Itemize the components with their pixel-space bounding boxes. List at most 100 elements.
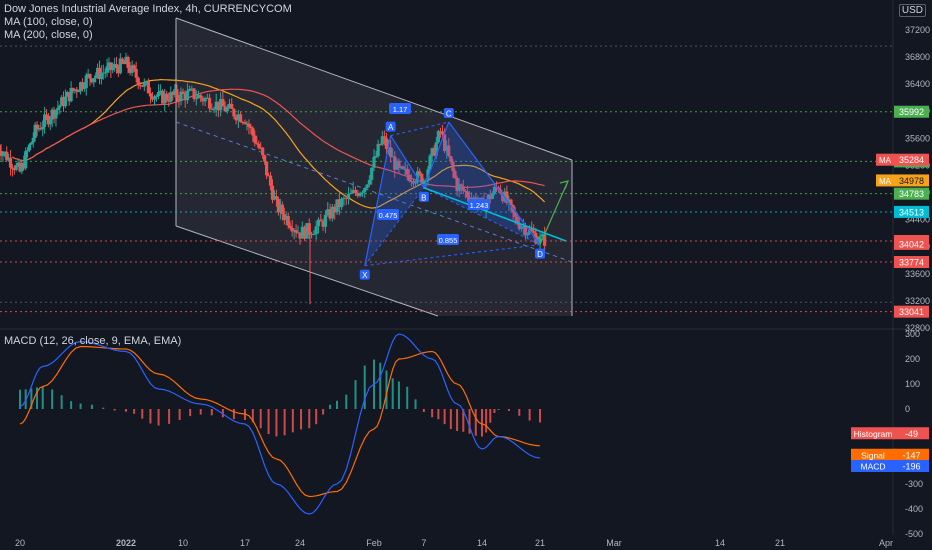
- candle-body: [333, 206, 337, 213]
- candle-body: [290, 227, 294, 232]
- candle-body: [94, 75, 98, 79]
- macd-histogram-bar: [493, 409, 496, 414]
- pattern-point-marker: [535, 248, 545, 259]
- candle-body: [179, 91, 183, 102]
- macd-histogram-bar: [168, 409, 171, 424]
- pattern-ratio-box: [389, 103, 411, 114]
- time-tick-label: 10: [178, 538, 188, 548]
- candle-body: [146, 81, 150, 94]
- candle-body: [405, 168, 409, 175]
- candle-body: [219, 98, 223, 111]
- candle-body: [107, 62, 111, 67]
- macd-histogram-bar: [422, 409, 425, 413]
- candle-body: [292, 230, 296, 232]
- candle-body: [73, 89, 77, 91]
- time-tick-label: 24: [295, 538, 305, 548]
- macd-histogram-bar: [354, 380, 357, 409]
- candle-body: [214, 101, 218, 110]
- macd-histogram-bar: [406, 386, 409, 409]
- time-tick-label: Feb: [366, 538, 382, 548]
- macd-legend: MACD (12, 26, close, 9, EMA, EMA): [4, 335, 182, 347]
- candle-body: [227, 103, 232, 108]
- candle-body: [259, 147, 263, 149]
- macd-name-tag-bg: [851, 448, 895, 461]
- candle-body: [52, 109, 56, 119]
- candle-body: [192, 88, 196, 99]
- pattern-point-label: C: [446, 110, 452, 119]
- macd-tick-label: -500: [905, 529, 923, 539]
- candle-body: [459, 184, 463, 187]
- candle-body: [58, 105, 62, 108]
- candle-body: [457, 184, 461, 192]
- macd-value-badge-bg: [894, 427, 929, 440]
- candle-body: [169, 92, 173, 102]
- macd-histogram-bar: [102, 407, 105, 409]
- candle-body: [247, 123, 251, 128]
- macd-histogram-bar: [489, 409, 492, 423]
- candle-body: [109, 62, 113, 71]
- candle-body: [243, 122, 247, 124]
- macd-histogram-bar: [221, 409, 224, 418]
- ma-value-badge-bg: [894, 174, 929, 187]
- candle-body: [335, 199, 339, 213]
- candle-body: [501, 193, 505, 202]
- macd-histogram-bar: [443, 409, 446, 425]
- ma-value-badge-bg: [894, 153, 929, 166]
- candle-body: [465, 191, 470, 198]
- candle-body: [521, 226, 526, 228]
- macd-histogram-bar: [283, 409, 286, 436]
- pattern-point-marker: [443, 108, 454, 119]
- macd-histogram-bar: [133, 409, 136, 414]
- candle-body: [37, 128, 41, 130]
- currency-badge[interactable]: USD: [898, 4, 926, 17]
- macd-histogram-bar: [199, 409, 202, 415]
- candle-body: [380, 136, 384, 145]
- candle-body: [20, 163, 24, 172]
- macd-histogram-bar: [481, 409, 483, 437]
- pattern-ratio-label: 1.243: [470, 201, 489, 210]
- macd-value-badge: -49: [905, 429, 918, 439]
- macd-histogram-bar: [431, 409, 434, 418]
- candle-body: [120, 58, 124, 63]
- candle-body: [314, 226, 318, 235]
- candle-body: [154, 96, 159, 98]
- macd-histogram-bar: [363, 365, 366, 409]
- candle-body: [43, 114, 47, 127]
- time-tick-label: Mar: [606, 538, 622, 548]
- pattern-ratio-label: 1.17: [393, 105, 408, 114]
- price-level-badge: 34513: [899, 207, 924, 217]
- candle-body: [225, 107, 229, 112]
- candle-body: [376, 144, 380, 157]
- candle-body: [46, 115, 50, 125]
- macd-histogram-bar: [267, 409, 270, 435]
- candle-body: [103, 72, 107, 74]
- candle-body: [434, 142, 438, 156]
- candle-body: [472, 197, 476, 200]
- pattern-bcd-fill: [423, 122, 540, 245]
- candle-body: [328, 209, 332, 219]
- channel-lower-line: [175, 225, 439, 317]
- candle-body: [445, 145, 449, 152]
- candle-body: [161, 90, 165, 104]
- price-tick-label: 34400: [905, 215, 930, 225]
- candle-body: [245, 123, 249, 125]
- candle-body: [185, 90, 190, 101]
- candle-body: [96, 67, 100, 76]
- candle-body: [1, 153, 5, 156]
- candle-body: [8, 157, 13, 168]
- candle-body: [382, 136, 386, 139]
- candle-body: [31, 137, 35, 143]
- macd-histogram-bar: [232, 409, 235, 420]
- candle-body: [33, 124, 37, 138]
- macd-name-tag: MACD: [860, 462, 885, 472]
- candle-body: [80, 82, 85, 89]
- candle-body: [203, 98, 207, 102]
- candle-body: [453, 170, 457, 178]
- candle-body: [438, 131, 443, 133]
- candle-body: [337, 199, 341, 208]
- candle-body: [356, 192, 360, 197]
- candle-body: [363, 188, 367, 193]
- macd-tick-label: -400: [905, 504, 923, 514]
- candle-body: [346, 193, 351, 199]
